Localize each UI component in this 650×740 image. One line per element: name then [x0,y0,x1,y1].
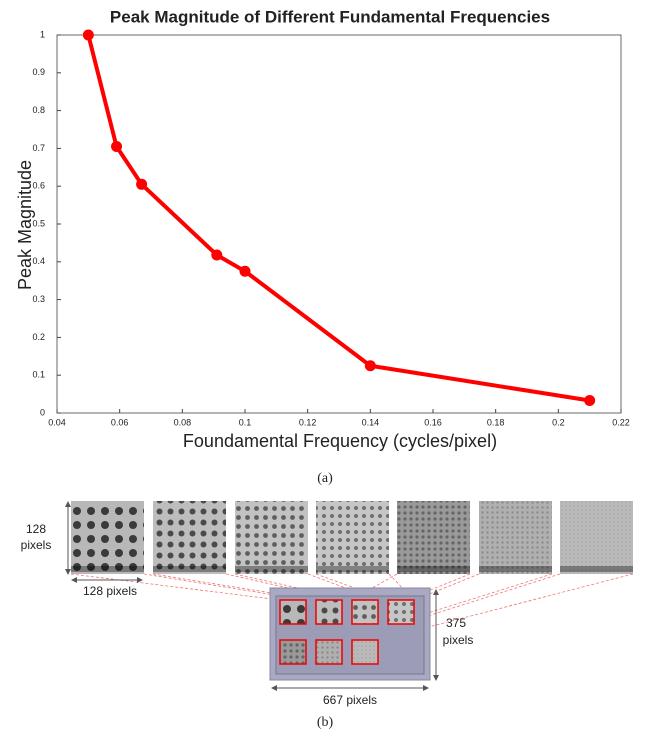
x-tick-label: 0.18 [487,417,505,427]
diagram: 128 pixels 128 pixels 375 pixels 667 pix… [21,501,634,707]
crop-box [351,639,379,665]
x-tick-label: 0.12 [299,417,317,427]
x-tick-label: 0.1 [239,417,252,427]
y-tick-label: 0 [40,407,45,417]
image-height-label: pixels [443,633,474,647]
y-tick-label: 0.1 [32,370,45,380]
image-height-label: 375 [446,616,466,630]
crop-box [279,599,307,625]
point [211,249,223,261]
tile-height-label: pixels [21,538,52,552]
crop-box [315,639,343,665]
x-tick-label: 0.16 [424,417,442,427]
texture-tile [235,501,308,574]
line [86,34,590,403]
texture-tile [71,501,144,574]
x-axis-label: Foundamental Frequency (cycles/pixel) [183,431,497,451]
crop-box [279,639,307,665]
y-tick-label: 0.5 [32,218,45,228]
tile-shadow [560,566,633,572]
y-tick-label: 0.9 [32,67,45,77]
point [111,141,123,153]
chart-title: Peak Magnitude of Different Fundamental … [110,7,550,26]
crop-box [351,599,379,625]
guide-line [341,573,553,641]
point [239,265,251,277]
y-tick-label: 0.8 [32,105,45,115]
point [584,395,596,407]
texture-tile [479,501,552,574]
texture-tile [397,501,470,574]
tile-shadow [235,566,308,572]
image-width-label: 667 pixels [323,693,377,707]
crop-box [387,599,415,625]
y-tick-label: 0.2 [32,332,45,342]
tile-height-label: 128 [26,522,46,536]
y-tick-label: 0.3 [32,294,45,304]
tile-shadow [153,566,226,572]
x-tick-label: 0.06 [111,417,129,427]
x-tick-label: 0.22 [612,417,630,427]
x-tick-label: 0.2 [552,417,565,427]
texture-tile [560,501,633,574]
y-tick-label: 1 [40,29,45,39]
guide-line [377,573,634,641]
x-tick-label: 0.08 [174,417,192,427]
texture-tile [316,501,389,574]
point [82,29,94,41]
tile-shadow [71,566,144,572]
x-tick-label: 0.04 [48,417,66,427]
point [136,178,148,190]
texture-tile [153,501,226,574]
tile-shadow [316,566,389,572]
caption: (b) [317,715,334,730]
guide-line [315,573,389,601]
y-axis-label: Peak Magnitude [15,160,35,290]
point [364,360,376,372]
plot-frame [56,34,622,414]
y-tick-label: 0.6 [32,181,45,191]
caption: (a) [317,471,333,486]
y-tick-label: 0.4 [32,256,45,266]
crop-box [315,599,343,625]
y-tick-label: 0.7 [32,143,45,153]
tile-width-label: 128 pixels [83,584,137,598]
tile-shadow [479,566,552,572]
tile-shadow [397,566,470,572]
x-tick-label: 0.14 [362,417,380,427]
